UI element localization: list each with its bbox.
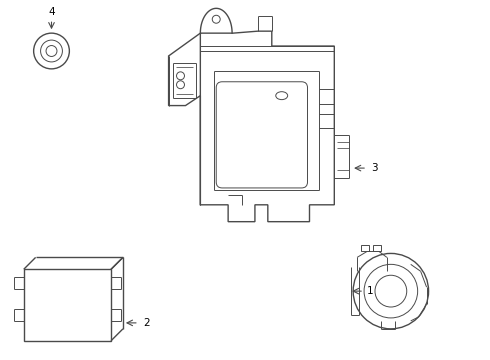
Text: 3: 3 [371,163,378,173]
Text: 2: 2 [143,318,149,328]
Bar [24,269,111,341]
Text: 1: 1 [367,286,374,296]
Text: 4: 4 [48,7,55,17]
Bar [361,246,369,251]
Bar [373,246,381,251]
